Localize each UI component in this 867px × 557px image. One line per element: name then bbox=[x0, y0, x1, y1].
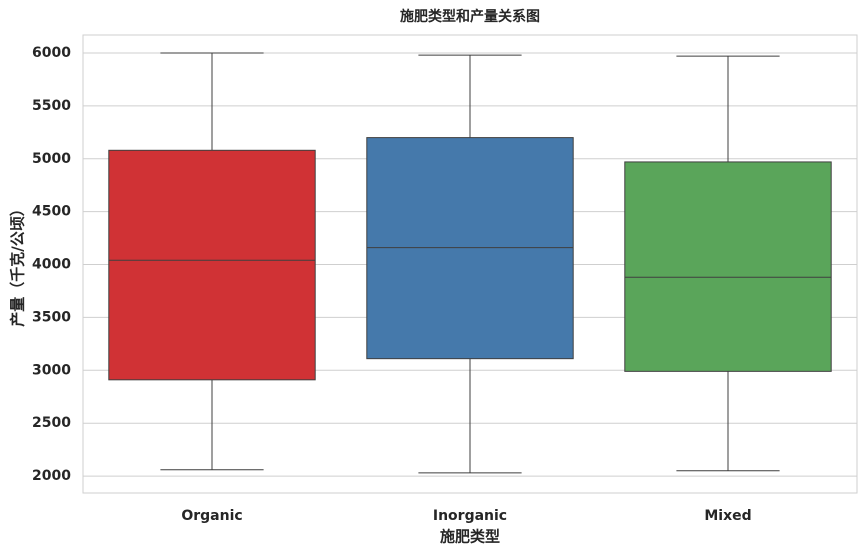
y-tick-label: 4500 bbox=[32, 204, 71, 220]
box bbox=[108, 149, 316, 381]
y-tick-label: 2500 bbox=[32, 415, 71, 431]
x-tick-label: Organic bbox=[181, 508, 242, 524]
x-tick-label: Inorganic bbox=[433, 508, 507, 524]
y-tick-label: 3000 bbox=[32, 362, 71, 378]
box bbox=[624, 161, 832, 372]
y-tick-label: 4000 bbox=[32, 257, 71, 273]
x-axis-label: 施肥类型 bbox=[440, 528, 500, 546]
y-tick-label: 6000 bbox=[32, 45, 71, 61]
y-tick-label: 5500 bbox=[32, 98, 71, 114]
y-tick-label: 2000 bbox=[32, 468, 71, 484]
y-tick-label: 5000 bbox=[32, 151, 71, 167]
x-tick-label: Mixed bbox=[704, 508, 751, 524]
plot-frame bbox=[82, 34, 858, 494]
y-tick-label: 3500 bbox=[32, 309, 71, 325]
chart-title: 施肥类型和产量关系图 bbox=[400, 8, 540, 25]
y-axis-label: 产量（千克/公顷） bbox=[9, 201, 27, 326]
box bbox=[366, 137, 574, 360]
